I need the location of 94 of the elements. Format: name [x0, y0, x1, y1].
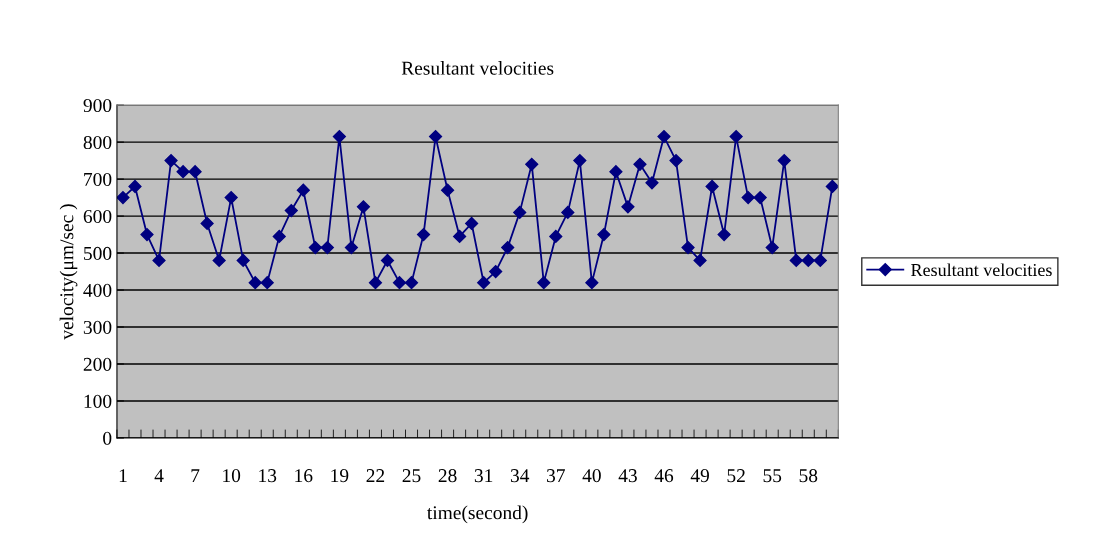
point — [272, 229, 286, 244]
x-tick-label: 34 — [510, 469, 530, 483]
point — [140, 227, 154, 242]
x-tick-label: 43 — [618, 469, 637, 483]
x-tick-label: 52 — [727, 469, 745, 483]
y-tick-label: 600 — [83, 209, 112, 224]
x-tick-label: 22 — [366, 469, 385, 482]
legend-label: Resultant velocities — [911, 263, 1052, 277]
point — [789, 253, 803, 268]
x-tick-label: 10 — [223, 469, 241, 483]
point — [320, 240, 334, 255]
point — [813, 253, 827, 268]
y-tick-label: 100 — [84, 394, 112, 408]
point — [356, 200, 371, 214]
x-tick-label: 31 — [474, 469, 493, 483]
point — [188, 165, 202, 179]
point — [260, 276, 274, 290]
point — [729, 129, 743, 144]
x-tick-label: 37 — [547, 469, 565, 483]
y-axis-title: velocity(μm/sec ) — [59, 204, 78, 340]
point — [477, 276, 491, 290]
point — [657, 129, 671, 144]
point — [573, 154, 587, 168]
point — [200, 216, 214, 231]
point — [645, 176, 659, 190]
y-tick-label: 400 — [83, 283, 112, 297]
point — [428, 129, 443, 144]
y-tick-label: 800 — [83, 135, 112, 150]
point — [549, 229, 563, 244]
point — [801, 253, 815, 268]
point — [525, 157, 539, 171]
point — [537, 276, 551, 290]
y-tick-label: 700 — [84, 172, 112, 187]
x-axis-title: time(second) — [427, 505, 528, 524]
point — [224, 191, 238, 205]
y-tick-label: 900 — [83, 98, 112, 113]
point — [164, 154, 178, 168]
x-tick-label: 28 — [438, 469, 457, 483]
x-tick-label: 55 — [763, 469, 782, 483]
point — [116, 191, 130, 205]
point — [344, 240, 358, 255]
x-tick-label: 1 — [119, 469, 127, 482]
point — [176, 165, 190, 179]
point — [489, 264, 503, 279]
point — [753, 191, 767, 205]
point — [561, 205, 575, 219]
point — [621, 200, 635, 214]
point — [416, 227, 431, 242]
point — [308, 240, 322, 255]
x-tick-label: 58 — [799, 469, 818, 483]
point — [741, 191, 755, 205]
y-tick-label: 300 — [83, 320, 112, 334]
point — [513, 205, 527, 219]
x-tick-label: 46 — [654, 469, 674, 483]
point — [501, 240, 515, 255]
point — [597, 227, 611, 242]
point — [717, 227, 731, 242]
y-tick-label: 200 — [83, 357, 112, 371]
point — [705, 179, 719, 194]
point — [296, 183, 310, 197]
y-tick-label: 500 — [84, 246, 112, 260]
chart-title: Resultant velocities — [401, 61, 554, 75]
x-tick-label: 40 — [582, 469, 601, 483]
x-tick-label: 25 — [402, 469, 421, 483]
point — [404, 276, 419, 290]
point — [693, 253, 707, 268]
point — [128, 179, 142, 194]
point — [465, 216, 479, 231]
point — [236, 253, 250, 268]
x-tick-label: 16 — [295, 469, 313, 483]
x-tick-label: 7 — [191, 469, 200, 482]
point — [380, 253, 395, 268]
point — [453, 229, 467, 244]
x-tick-label: 49 — [690, 469, 709, 483]
point — [392, 276, 407, 290]
point — [212, 253, 226, 268]
point — [681, 240, 695, 255]
point — [440, 183, 455, 197]
point — [669, 154, 683, 168]
point — [248, 276, 262, 290]
point — [368, 276, 383, 290]
point — [284, 203, 298, 218]
point — [825, 179, 839, 194]
point — [332, 129, 346, 144]
x-tick-label: 13 — [259, 469, 277, 483]
point — [609, 165, 623, 179]
point — [765, 240, 779, 255]
point — [777, 154, 791, 168]
point — [585, 276, 599, 290]
point — [633, 157, 647, 171]
y-tick-label: 0 — [103, 431, 112, 445]
x-tick-label: 4 — [154, 469, 164, 482]
x-tick-label: 19 — [331, 469, 349, 483]
point — [152, 253, 166, 268]
